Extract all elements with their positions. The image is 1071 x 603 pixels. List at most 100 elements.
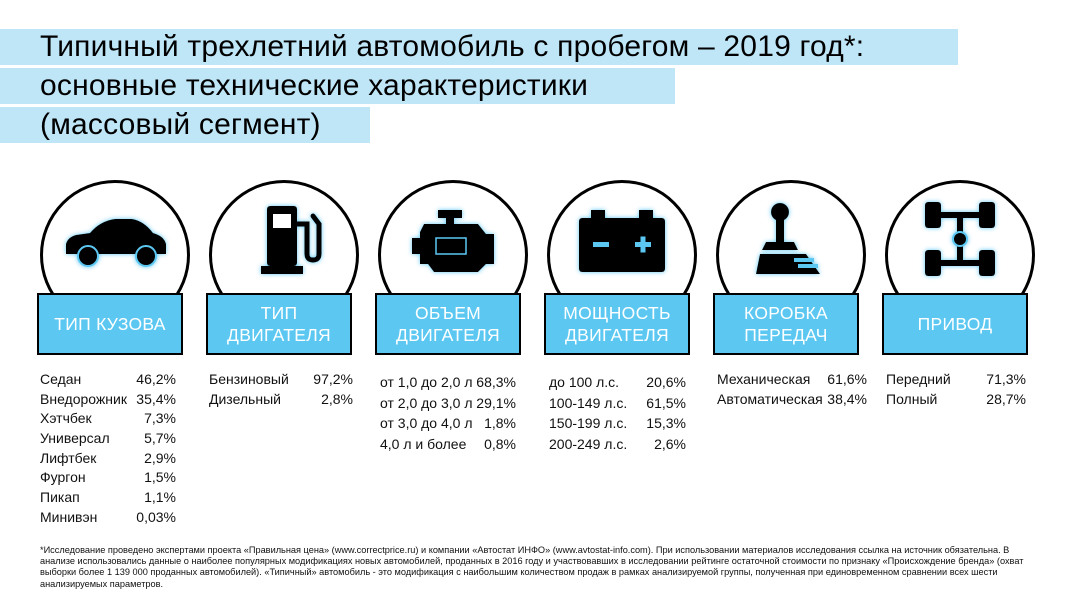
category-engine-volume: ОБЪЕМ ДВИГАТЕЛЯ [375,180,528,360]
stat-name: Фургон [40,469,86,486]
category-body-type: ТИП КУЗОВА [37,180,190,360]
stat-name: 100-149 л.с. [549,394,628,411]
stat-name: Передний [886,371,951,387]
stat-value: 15,3% [646,415,686,431]
stat-value: 68,3% [476,374,516,390]
stat-row: Передний 71,3% [886,370,1026,390]
stat-value: 0,03% [136,508,176,525]
label-body-type: ТИП КУЗОВА [37,293,183,355]
stat-name: Бензиновый [209,371,289,387]
label-engine-volume: ОБЪЕМ ДВИГАТЕЛЯ [375,293,521,355]
stat-name: Дизельный [209,390,281,407]
stat-value: 35,4% [136,390,176,407]
fuel-pump-icon [261,206,322,274]
label-drive: ПРИВОД [882,293,1028,355]
stat-value: 1,8% [484,415,516,431]
stats-body-type: Седан 46,2% Внедорожник 35,4% Хэтчбек 7,3% … [40,370,176,528]
stat-row: Хэтчбек 7,3% [40,409,176,429]
battery-icon [579,210,665,272]
gear-shift-icon [756,203,820,274]
stat-name: 150-199 л.с. [549,415,628,431]
stat-name: Пикап [40,489,80,506]
stat-row: 200-249 л.с. 2,6% [549,434,686,455]
label-line: ТИП [260,303,298,323]
stat-row: до 100 л.с. 20,6% [549,372,686,393]
stat-value: 61,5% [646,394,686,411]
stat-name: до 100 л.с. [549,374,620,390]
stat-row: Дизельный 2,8% [209,390,353,410]
stat-row: Пикап 1,1% [40,488,176,508]
stat-value: 38,4% [827,390,867,407]
stat-value: 1,5% [144,469,176,486]
stat-name: 200-249 л.с. [549,435,628,452]
stat-row: Автоматическая 38,4% [717,390,867,410]
stats-engine-type: Бензиновый 97,2% Дизельный 2,8% [209,370,353,409]
stat-row: Внедорожник 35,4% [40,390,176,410]
stat-name: Минивэн [40,508,98,525]
stat-row: Седан 46,2% [40,370,176,390]
stat-value: 61,6% [827,371,867,387]
category-transmission: КОРОБКА ПЕРЕДАЧ [713,180,866,360]
category-engine-power: МОЩНОСТЬ ДВИГАТЕЛЯ [544,180,697,360]
category-drive: ПРИВОД [882,180,1035,360]
stat-name: от 2,0 до 3,0 л [380,394,473,411]
stat-row: Минивэн 0,03% [40,508,176,528]
stat-value: 46,2% [136,371,176,387]
stat-value: 29,1% [476,394,516,411]
title-line-2: основные технические характеристики [0,68,675,104]
stat-name: от 3,0 до 4,0 л [380,415,473,431]
stat-name: 4,0 л и более [380,435,467,452]
label-line: ОБЪЕМ [414,303,482,323]
label-line: КОРОБКА [744,303,828,323]
stat-value: 28,7% [986,390,1026,407]
stats-engine-volume: от 1,0 до 2,0 л 68,3% от 2,0 до 3,0 л 29,1… [380,372,516,454]
label-line: ДВИГАТЕЛЯ [565,325,669,345]
stat-name: Лифтбек [40,449,97,466]
stat-value: 2,6% [654,435,686,452]
category-engine-type: ТИП ДВИГАТЕЛЯ [206,180,359,360]
stats-drive: Передний 71,3% Полный 28,7% [886,370,1026,409]
stat-name: Автоматическая [717,390,823,407]
stat-row: Полный 28,7% [886,390,1026,410]
stat-value: 2,8% [321,390,353,407]
stat-value: 7,3% [144,410,176,427]
stat-row: от 3,0 до 4,0 л 1,8% [380,413,516,434]
title-line-3: (массовый сегмент) [0,107,370,143]
label-transmission: КОРОБКА ПЕРЕДАЧ [713,293,859,355]
stat-row: 150-199 л.с. 15,3% [549,413,686,434]
stat-value: 0,8% [484,435,516,452]
stat-value: 1,1% [144,489,176,506]
stat-row: Лифтбек 2,9% [40,449,176,469]
stat-name: Механическая [717,371,811,387]
stat-value: 20,6% [646,374,686,390]
stat-row: Фургон 1,5% [40,468,176,488]
label-engine-power: МОЩНОСТЬ ДВИГАТЕЛЯ [544,293,690,355]
stat-value: 5,7% [144,430,176,447]
engine-icon [412,210,494,272]
label-line: ПРИВОД [917,314,993,334]
stat-row: 100-149 л.с. 61,5% [549,393,686,414]
stat-value: 2,9% [144,449,176,466]
label-line: МОЩНОСТЬ [563,303,671,323]
stat-value: 97,2% [313,371,353,387]
stat-name: от 1,0 до 2,0 л [380,374,473,390]
stat-row: Механическая 61,6% [717,370,867,390]
stat-row: 4,0 л и более 0,8% [380,434,516,455]
stat-name: Хэтчбек [40,410,92,427]
stats-engine-power: до 100 л.с. 20,6% 100-149 л.с. 61,5% 150-1… [549,372,686,454]
car-icon [66,219,166,267]
stat-name: Внедорожник [40,390,127,407]
stat-value: 71,3% [986,371,1026,387]
label-line: ПЕРЕДАЧ [744,325,828,345]
stat-name: Универсал [40,430,110,447]
label-line: ТИП КУЗОВА [54,314,166,334]
label-engine-type: ТИП ДВИГАТЕЛЯ [206,293,352,355]
stat-row: Бензиновый 97,2% [209,370,353,390]
stat-row: Универсал 5,7% [40,429,176,449]
drivetrain-icon [925,202,995,276]
stat-name: Полный [886,390,938,407]
footnote: *Исследование проведено экспертами проек… [40,545,1024,589]
label-line: ДВИГАТЕЛЯ [396,325,500,345]
stats-transmission: Механическая 61,6% Автоматическая 38,4% [717,370,867,409]
label-line: ДВИГАТЕЛЯ [227,325,331,345]
